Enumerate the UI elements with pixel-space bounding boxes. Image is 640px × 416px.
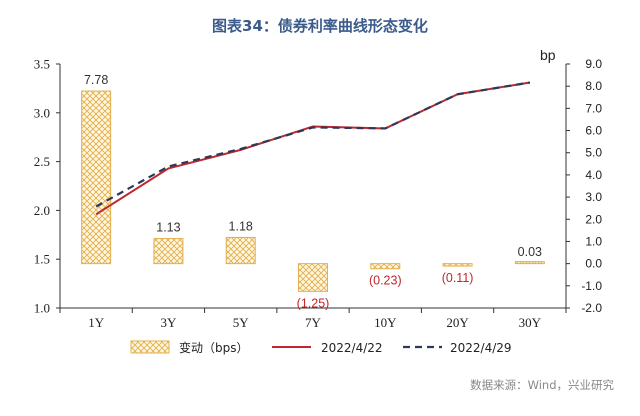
x-tick-label: 3Y xyxy=(160,315,177,330)
x-tick-label: 20Y xyxy=(446,315,469,330)
left-tick-label: 3.0 xyxy=(34,105,50,120)
bar-label-3y: 1.13 xyxy=(156,221,180,235)
left-tick-label: 2.0 xyxy=(34,203,50,218)
right-tick-label: 7.0 xyxy=(585,101,602,115)
right-axis-ticks: -2.0 -1.0 0.0 1.0 2.0 3.0 4.0 5.0 6.0 7.0 8.0 9.0 xyxy=(566,57,602,315)
change-bar-30y xyxy=(514,261,545,265)
left-tick-label: 2.5 xyxy=(34,154,50,169)
legend-label-bars: 变动（bps） xyxy=(179,340,249,355)
change-bar-7y xyxy=(298,263,328,292)
legend-label-line1: 2022/4/22 xyxy=(321,341,383,355)
bar-label-20y: (0.11) xyxy=(442,271,474,285)
change-bar-1y xyxy=(81,90,112,265)
series-line-2 xyxy=(95,81,531,208)
right-axis-unit: bp xyxy=(540,47,556,63)
chart-title: 图表34：债券利率曲线形态变化 xyxy=(212,17,428,35)
bar-label-5y: 1.18 xyxy=(229,219,253,233)
left-tick-label: 3.5 xyxy=(34,57,50,72)
left-tick-label: 1.0 xyxy=(34,301,50,316)
x-tick-label: 30Y xyxy=(519,315,542,330)
legend: 变动（bps） 2022/4/22 2022/4/29 xyxy=(130,340,512,355)
right-tick-label: 2.0 xyxy=(585,212,602,226)
bar-value-labels: 7.78 1.13 1.18 (1.25) (0.23) (0.11) 0.03 xyxy=(84,73,542,310)
right-tick-label: 5.0 xyxy=(585,146,602,160)
legend-label-line2: 2022/4/29 xyxy=(450,341,512,355)
yield-lines xyxy=(95,81,531,216)
change-bar-20y xyxy=(442,263,473,267)
left-tick-label: 1.5 xyxy=(34,252,50,267)
bar-label-1y: 7.78 xyxy=(84,73,108,87)
right-tick-label: 9.0 xyxy=(585,57,602,71)
change-bar-10y xyxy=(370,263,401,270)
right-tick-label: 6.0 xyxy=(585,124,602,138)
x-axis-ticks: 1Y 3Y 5Y 7Y 10Y 20Y 30Y xyxy=(59,308,567,330)
left-axis-ticks: 1.0 1.5 2.0 2.5 3.0 3.5 xyxy=(34,57,60,316)
bar-label-10y: (0.23) xyxy=(369,274,402,288)
right-tick-label: 4.0 xyxy=(585,168,602,182)
right-tick-label: 8.0 xyxy=(585,79,602,93)
x-tick-label: 1Y xyxy=(88,315,105,330)
right-tick-label: 3.0 xyxy=(585,190,602,204)
series-line-1 xyxy=(95,81,531,216)
change-bars xyxy=(81,90,545,292)
right-tick-label: 1.0 xyxy=(585,234,602,248)
x-tick-label: 10Y xyxy=(374,315,397,330)
change-bar-5y xyxy=(225,236,256,265)
x-tick-label: 5Y xyxy=(233,315,250,330)
source-note: 数据来源：Wind，兴业研究 xyxy=(470,378,614,392)
right-tick-label: -2.0 xyxy=(581,301,602,315)
right-tick-label: 0.0 xyxy=(585,257,602,271)
bar-label-7y: (1.25) xyxy=(297,296,330,310)
axes xyxy=(59,64,567,309)
x-tick-label: 7Y xyxy=(305,315,322,330)
bar-label-30y: 0.03 xyxy=(518,245,542,259)
change-bar-3y xyxy=(153,238,184,265)
legend-swatch-bars xyxy=(130,340,170,354)
right-tick-label: -1.0 xyxy=(581,279,602,293)
